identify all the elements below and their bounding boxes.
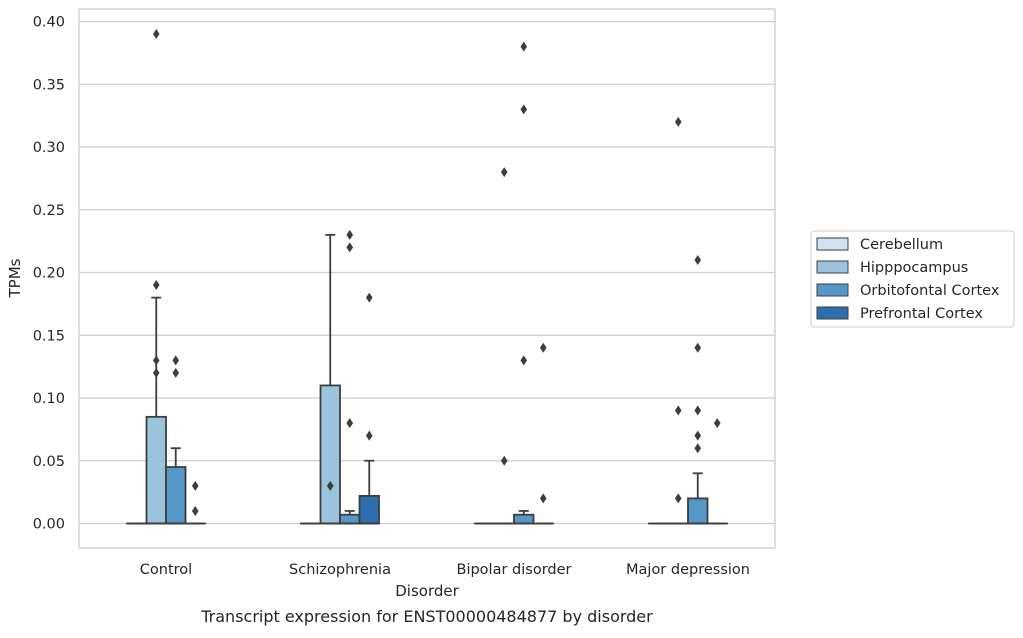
y-tick-label: 0.05 (33, 454, 65, 470)
box (166, 467, 186, 523)
outlier-point (714, 418, 721, 428)
outlier-point (675, 117, 682, 127)
outlier-point (153, 355, 160, 365)
legend-swatch (817, 238, 848, 250)
legend-swatch (817, 284, 848, 296)
outlier-point (540, 493, 547, 503)
box-group (147, 29, 167, 523)
outlier-point (694, 443, 701, 453)
outlier-point (694, 343, 701, 353)
y-axis-label: TPMs (6, 258, 24, 298)
box-group (321, 235, 341, 524)
outlier-point (346, 230, 353, 240)
y-tick-label: 0.00 (33, 517, 65, 533)
box (514, 515, 534, 524)
outlier-point (192, 481, 199, 491)
outlier-point (346, 242, 353, 252)
outlier-point (694, 431, 701, 441)
outlier-point (694, 255, 701, 265)
box-group (360, 293, 380, 524)
outlier-point (366, 431, 373, 441)
legend-swatch (817, 307, 848, 319)
box-group (669, 117, 689, 524)
legend-label: Hipppocampus (860, 260, 968, 276)
x-tick-label: Major depression (626, 562, 750, 578)
y-tick-label: 0.30 (33, 140, 65, 156)
outlier-point (501, 167, 508, 177)
outlier-point (520, 104, 527, 114)
outlier-point (694, 406, 701, 416)
box (688, 498, 708, 523)
legend: Cerebellum Hipppocampus Orbitofontal Corte… (811, 231, 1014, 327)
legend-label: Orbitofontal Cortex (860, 283, 1000, 299)
outlier-point (520, 355, 527, 365)
legend-label: Cerebellum (860, 237, 943, 253)
box-group (534, 343, 554, 524)
outlier-point (520, 42, 527, 52)
legend-swatch (817, 261, 848, 273)
y-tick-label: 0.15 (33, 328, 65, 344)
y-tick-label: 0.40 (33, 15, 65, 31)
box-group (166, 355, 186, 523)
box (147, 417, 167, 524)
outlier-point (366, 293, 373, 303)
chart-caption: Transcript expression for ENST0000048487… (200, 607, 653, 626)
outlier-point (153, 29, 160, 39)
box-group (186, 481, 206, 524)
box-layer (127, 29, 727, 523)
x-tick-label: Control (140, 562, 192, 578)
outlier-point (172, 368, 179, 378)
y-tick-label: 0.10 (33, 391, 65, 407)
legend-label: Prefrontal Cortex (860, 306, 983, 322)
outlier-point (153, 280, 160, 290)
box (360, 496, 380, 524)
box-group (708, 418, 728, 523)
outlier-point (172, 355, 179, 365)
gridlines (79, 22, 775, 524)
box-group (514, 42, 534, 524)
x-tick-label: Bipolar disorder (457, 562, 572, 578)
outlier-point (192, 506, 199, 516)
y-tick-label: 0.35 (33, 77, 65, 93)
outlier-point (675, 406, 682, 416)
y-tick-label: 0.20 (33, 266, 65, 282)
outlier-point (346, 418, 353, 428)
box-group (340, 230, 360, 524)
x-tick-label: Schizophrenia (289, 562, 391, 578)
outlier-point (501, 456, 508, 466)
box (321, 385, 341, 523)
outlier-point (540, 343, 547, 353)
box-group (495, 167, 515, 523)
x-axis-label: Disorder (395, 582, 459, 600)
outlier-point (153, 368, 160, 378)
y-tick-label: 0.25 (33, 203, 65, 219)
y-tick-labels: 0.00 0.05 0.10 0.15 0.20 0.25 0.30 0.35 0.40 (33, 15, 65, 533)
x-tick-labels: Control Schizophrenia Bipolar disorder Majo… (140, 562, 750, 578)
box-group (688, 255, 708, 524)
outlier-point (675, 493, 682, 503)
box (340, 515, 360, 524)
